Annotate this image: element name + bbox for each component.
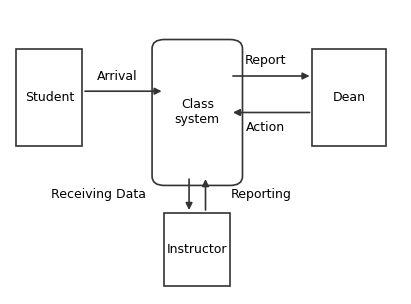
Text: Arrival: Arrival: [97, 70, 137, 82]
Text: Instructor: Instructor: [167, 243, 228, 256]
Text: Reporting: Reporting: [231, 188, 291, 201]
Text: Class
system: Class system: [175, 98, 220, 126]
FancyBboxPatch shape: [152, 40, 242, 185]
Text: Action: Action: [245, 121, 285, 134]
Text: Receiving Data: Receiving Data: [51, 188, 146, 201]
Text: Dean: Dean: [333, 91, 366, 104]
FancyBboxPatch shape: [16, 49, 82, 146]
FancyBboxPatch shape: [312, 49, 386, 146]
Text: Report: Report: [245, 54, 286, 67]
Text: Student: Student: [25, 91, 74, 104]
FancyBboxPatch shape: [164, 213, 230, 286]
